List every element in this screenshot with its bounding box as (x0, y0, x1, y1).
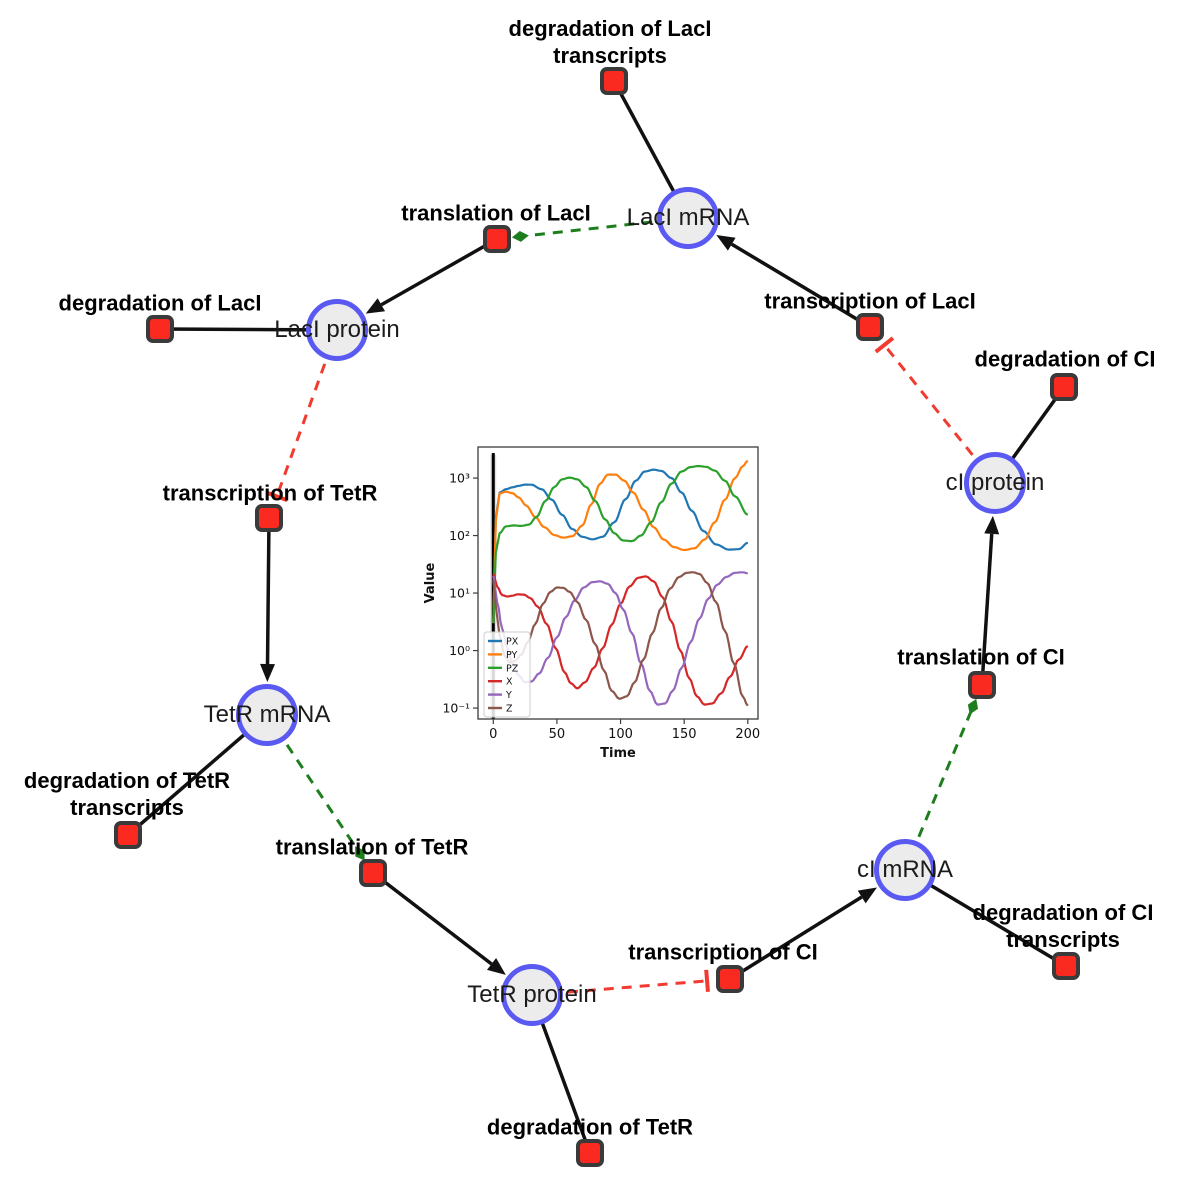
species-node-laci-protein[interactable] (306, 299, 368, 361)
reaction-label-degradation-tetr-transcripts: degradation of TetR transcripts (23, 768, 231, 820)
reaction-label-transcription-ci: transcription of CI (628, 939, 818, 965)
reaction-node-transcription-laci[interactable] (856, 313, 884, 341)
chart-curves (492, 459, 749, 707)
svg-text:PY: PY (506, 650, 518, 661)
reaction-label-degradation-tetr: degradation of TetR (486, 1114, 694, 1140)
reaction-node-degradation-ci-transcripts[interactable] (1052, 952, 1080, 980)
svg-text:10¹: 10¹ (449, 586, 470, 601)
reaction-node-degradation-laci-transcripts[interactable] (600, 67, 628, 95)
edge-translation-to-ci-protein (980, 515, 1000, 686)
reaction-node-transcription-ci[interactable] (716, 965, 744, 993)
species-label-ci-protein: cI protein (945, 469, 1045, 496)
species-label-tetr-mrna: TetR mRNA (203, 701, 331, 728)
reaction-label-transcription-tetr: transcription of TetR (162, 480, 378, 506)
species-label-laci-protein: LacI protein (274, 316, 400, 343)
reaction-node-degradation-laci[interactable] (146, 315, 174, 343)
svg-text:Z: Z (506, 704, 513, 715)
svg-text:10⁰: 10⁰ (449, 643, 470, 658)
svg-text:10²: 10² (449, 528, 470, 543)
reaction-label-translation-laci: translation of LacI (401, 200, 591, 226)
svg-text:X: X (506, 677, 513, 688)
reaction-node-degradation-tetr[interactable] (576, 1139, 604, 1167)
edge-transcription-to-tetr-mrna (260, 517, 276, 683)
reaction-node-degradation-ci[interactable] (1050, 373, 1078, 401)
reaction-label-degradation-ci-transcripts: degradation of CI transcripts (972, 900, 1154, 952)
svg-text:10³: 10³ (449, 471, 470, 486)
reaction-node-transcription-tetr[interactable] (255, 504, 283, 532)
edge-transcription-to-laci-mrna (716, 234, 871, 329)
chart-xlabel: Time (600, 746, 636, 761)
species-node-laci-mrna[interactable] (657, 187, 719, 249)
reaction-label-translation-ci: translation of CI (897, 644, 1065, 670)
chart-legend: PX PY PZ XYZ (483, 631, 531, 718)
reaction-node-translation-laci[interactable] (483, 225, 511, 253)
reaction-label-translation-tetr: translation of TetR (275, 834, 469, 860)
chart-ylabel: Value (423, 562, 438, 603)
species-label-laci-mrna: LacI mRNA (626, 204, 750, 231)
edge-translation-to-laci-protein (365, 237, 498, 314)
reaction-node-translation-ci[interactable] (968, 671, 996, 699)
svg-text:PX: PX (506, 637, 519, 648)
species-node-tetr-protein[interactable] (501, 964, 563, 1026)
svg-text:50: 50 (549, 727, 566, 742)
edge-translation-to-tetr-protein (371, 871, 506, 975)
species-label-ci-mrna: cI mRNA (857, 856, 953, 883)
edge-tetr-protein-inhibits-ci-transcription (531, 969, 710, 997)
reaction-label-degradation-laci: degradation of LacI (58, 290, 262, 316)
species-node-tetr-mrna[interactable] (236, 684, 298, 746)
inset-chart: 0 50 100 150 20010⁻¹10⁰10¹10²10³TimeValuePXP… (420, 435, 770, 761)
edge-transcription-to-ci-mrna (729, 887, 877, 981)
reaction-node-translation-tetr[interactable] (359, 859, 387, 887)
edge-ci-protein-inhibits-laci-transcription (874, 336, 997, 484)
edge-ci-mrna-degradation (904, 868, 1067, 968)
reaction-node-degradation-tetr-transcripts[interactable] (114, 821, 142, 849)
svg-text:10⁻¹: 10⁻¹ (442, 701, 470, 716)
svg-text:100: 100 (608, 727, 633, 742)
svg-text:Y: Y (505, 690, 512, 701)
svg-text:150: 150 (672, 727, 697, 742)
svg-text:PZ: PZ (506, 663, 519, 674)
species-node-ci-protein[interactable] (964, 452, 1026, 514)
reaction-label-degradation-laci-transcripts: degradation of LacI transcripts (508, 16, 712, 68)
species-label-tetr-protein: TetR protein (467, 981, 597, 1008)
edge-laci-protein-inhibits-tetr-transcription (265, 329, 339, 502)
reaction-label-transcription-laci: transcription of LacI (764, 288, 976, 314)
reaction-label-degradation-ci: degradation of CI (974, 346, 1156, 372)
edge-ci-mrna-to-translation (903, 698, 979, 871)
svg-text:0: 0 (489, 727, 497, 742)
svg-text:200: 200 (735, 727, 760, 742)
species-node-ci-mrna[interactable] (874, 839, 936, 901)
